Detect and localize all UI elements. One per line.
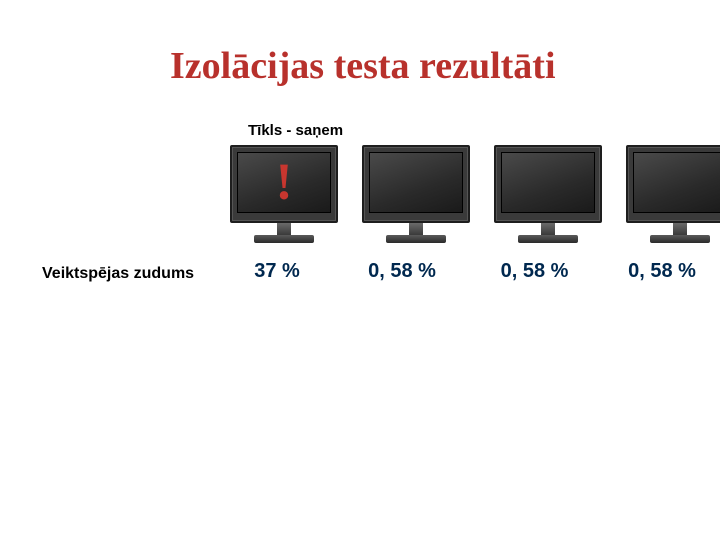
monitor [362,145,470,243]
monitor-base [386,235,446,243]
monitor-neck [409,223,423,235]
monitor [626,145,720,243]
performance-loss-value: 37 % [222,260,332,283]
monitor-bezel [626,145,720,223]
monitor-neck [541,223,555,235]
monitor-bezel [494,145,602,223]
monitor-neck [673,223,687,235]
monitor-base [650,235,710,243]
value-row: 37 % 0, 58 % 0, 58 % 0, 58 % [222,260,720,283]
monitor-screen [369,152,463,213]
monitor-base [518,235,578,243]
monitor-bezel: ! [230,145,338,223]
performance-loss-value: 0, 58 % [332,260,472,283]
monitor-screen [633,152,720,213]
monitor-row: ! [230,145,720,243]
page-title: Izolācijas testa rezultāti [170,44,556,88]
monitor-screen: ! [237,152,331,213]
monitor: ! [230,145,338,243]
row-label: Veiktspējas zudums [42,265,194,283]
performance-loss-value: 0, 58 % [597,260,720,283]
performance-loss-value: 0, 58 % [472,260,597,283]
monitor [494,145,602,243]
monitor-base [254,235,314,243]
monitor-neck [277,223,291,235]
subtitle: Tīkls - saņem [248,122,343,139]
alert-icon: ! [275,157,292,209]
monitor-screen [501,152,595,213]
monitor-bezel [362,145,470,223]
